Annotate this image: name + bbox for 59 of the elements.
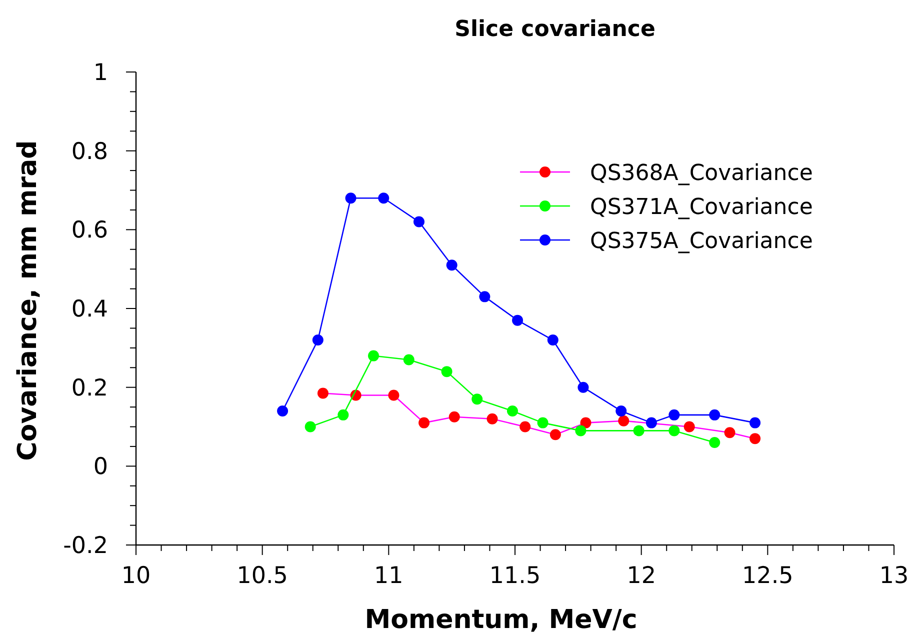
point xyxy=(618,415,630,426)
point xyxy=(345,192,356,204)
point xyxy=(512,314,524,326)
point xyxy=(388,390,400,401)
point xyxy=(750,433,761,444)
point xyxy=(472,394,483,405)
x-axis-title: Momentum, MeV/c xyxy=(364,605,638,635)
point xyxy=(479,291,490,302)
point xyxy=(668,409,680,420)
point xyxy=(520,421,531,432)
point xyxy=(633,425,644,436)
point xyxy=(616,405,627,416)
point xyxy=(550,429,561,440)
point xyxy=(413,216,424,228)
x-tick-label: 12.5 xyxy=(742,563,794,589)
x-tick-label: 10.5 xyxy=(236,563,288,589)
x-tick-label: 12 xyxy=(626,563,656,589)
point xyxy=(418,417,430,428)
point xyxy=(709,437,720,448)
point xyxy=(750,417,761,428)
point xyxy=(575,425,586,436)
point xyxy=(338,409,349,420)
point xyxy=(368,350,380,362)
point xyxy=(646,417,657,428)
legend-label: QS371A_Covariance xyxy=(590,195,813,220)
y-tick-label: 1 xyxy=(93,60,108,86)
y-tick-label: 0.8 xyxy=(71,138,108,165)
y-axis-title: Covariance, mm mrad xyxy=(13,140,43,461)
point xyxy=(506,405,518,416)
legend-label: QS368A_Covariance xyxy=(590,161,813,186)
point xyxy=(378,192,390,204)
chart-title: Slice covariance xyxy=(454,17,656,42)
point xyxy=(448,411,460,422)
x-tick-label: 11 xyxy=(374,563,404,589)
point xyxy=(724,427,736,438)
x-tick-label: 13 xyxy=(879,563,909,589)
y-tick-label: 0.6 xyxy=(71,218,108,244)
point xyxy=(486,413,498,424)
point xyxy=(709,409,720,420)
point xyxy=(441,366,452,378)
point xyxy=(547,334,558,346)
point xyxy=(580,417,592,428)
point xyxy=(537,417,548,428)
y-tick-label: 0 xyxy=(93,454,108,480)
legend-label: QS375A_Covariance xyxy=(590,229,813,254)
point xyxy=(578,382,589,393)
point xyxy=(668,425,680,436)
point xyxy=(312,334,324,346)
point xyxy=(304,421,316,432)
point xyxy=(446,260,458,271)
x-tick-label: 10 xyxy=(121,563,151,589)
point xyxy=(277,405,288,416)
point xyxy=(317,388,328,399)
point xyxy=(403,354,414,366)
x-tick-label: 11.5 xyxy=(489,563,541,589)
y-tick-label: 0.2 xyxy=(71,375,108,402)
y-tick-label: 0.4 xyxy=(71,296,108,322)
point xyxy=(684,421,695,432)
y-tick-label: -0.2 xyxy=(63,533,108,559)
